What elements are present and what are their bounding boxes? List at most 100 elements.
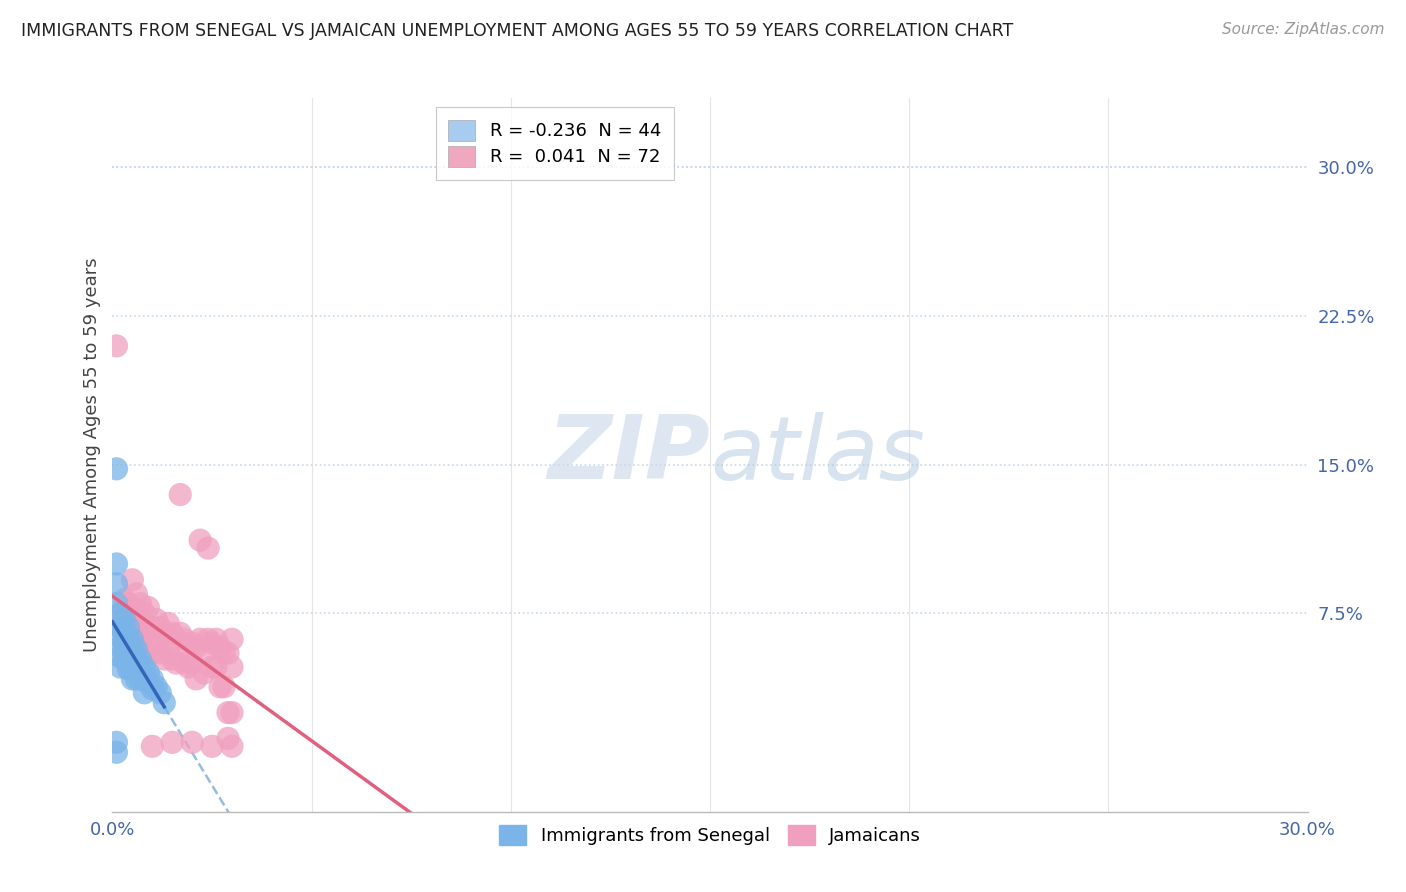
Point — [149, 620, 172, 634]
Point — [134, 670, 156, 684]
Point — [125, 642, 148, 657]
Point — [157, 616, 180, 631]
Point — [105, 597, 128, 611]
Point — [149, 686, 172, 700]
Point — [217, 646, 239, 660]
Point — [173, 656, 195, 670]
Point — [138, 626, 160, 640]
Point — [117, 616, 139, 631]
Point — [212, 646, 235, 660]
Point — [177, 660, 200, 674]
Point — [141, 646, 163, 660]
Point — [129, 672, 152, 686]
Point — [121, 632, 143, 647]
Point — [125, 587, 148, 601]
Text: IMMIGRANTS FROM SENEGAL VS JAMAICAN UNEMPLOYMENT AMONG AGES 55 TO 59 YEARS CORRE: IMMIGRANTS FROM SENEGAL VS JAMAICAN UNEM… — [21, 22, 1014, 40]
Point — [217, 706, 239, 720]
Point — [205, 632, 228, 647]
Point — [105, 557, 128, 571]
Point — [117, 642, 139, 657]
Point — [197, 632, 219, 647]
Point — [201, 739, 224, 754]
Point — [117, 632, 139, 647]
Point — [169, 487, 191, 501]
Point — [114, 642, 135, 657]
Point — [221, 632, 243, 647]
Point — [162, 626, 183, 640]
Point — [110, 607, 132, 621]
Point — [117, 652, 139, 666]
Point — [134, 646, 156, 660]
Point — [114, 623, 135, 637]
Point — [105, 462, 128, 476]
Point — [221, 660, 243, 674]
Point — [121, 652, 143, 666]
Point — [110, 607, 132, 621]
Point — [186, 640, 208, 655]
Point — [193, 646, 215, 660]
Point — [141, 620, 163, 634]
Point — [221, 739, 243, 754]
Point — [177, 640, 200, 655]
Point — [205, 660, 228, 674]
Point — [114, 612, 135, 626]
Point — [134, 686, 156, 700]
Point — [114, 592, 135, 607]
Point — [134, 607, 156, 621]
Point — [165, 632, 187, 647]
Point — [138, 676, 160, 690]
Point — [110, 630, 132, 644]
Point — [209, 640, 232, 655]
Point — [201, 636, 224, 650]
Point — [169, 626, 191, 640]
Point — [145, 680, 167, 694]
Text: atlas: atlas — [710, 412, 925, 498]
Point — [125, 662, 148, 676]
Point — [173, 632, 195, 647]
Point — [134, 660, 156, 674]
Point — [105, 735, 128, 749]
Point — [157, 640, 180, 655]
Point — [181, 735, 204, 749]
Point — [149, 646, 172, 660]
Point — [117, 662, 139, 676]
Point — [165, 656, 187, 670]
Point — [145, 636, 167, 650]
Point — [121, 642, 143, 657]
Legend: Immigrants from Senegal, Jamaicans: Immigrants from Senegal, Jamaicans — [492, 817, 928, 853]
Point — [188, 533, 211, 548]
Point — [141, 672, 163, 686]
Point — [134, 626, 156, 640]
Point — [110, 640, 132, 655]
Point — [121, 662, 143, 676]
Point — [125, 652, 148, 666]
Point — [188, 632, 211, 647]
Point — [153, 626, 176, 640]
Point — [117, 597, 139, 611]
Point — [153, 696, 176, 710]
Point — [117, 620, 139, 634]
Point — [217, 731, 239, 746]
Point — [125, 607, 148, 621]
Point — [138, 665, 160, 680]
Point — [121, 620, 143, 634]
Point — [162, 735, 183, 749]
Point — [129, 652, 152, 666]
Point — [181, 656, 204, 670]
Point — [193, 665, 215, 680]
Point — [114, 632, 135, 647]
Point — [105, 745, 128, 759]
Text: ZIP: ZIP — [547, 411, 710, 499]
Point — [153, 652, 176, 666]
Point — [141, 739, 163, 754]
Point — [110, 650, 132, 665]
Point — [181, 636, 204, 650]
Point — [125, 626, 148, 640]
Point — [129, 616, 152, 631]
Point — [209, 680, 232, 694]
Point — [197, 541, 219, 555]
Point — [121, 600, 143, 615]
Point — [212, 680, 235, 694]
Point — [129, 636, 152, 650]
Point — [129, 662, 152, 676]
